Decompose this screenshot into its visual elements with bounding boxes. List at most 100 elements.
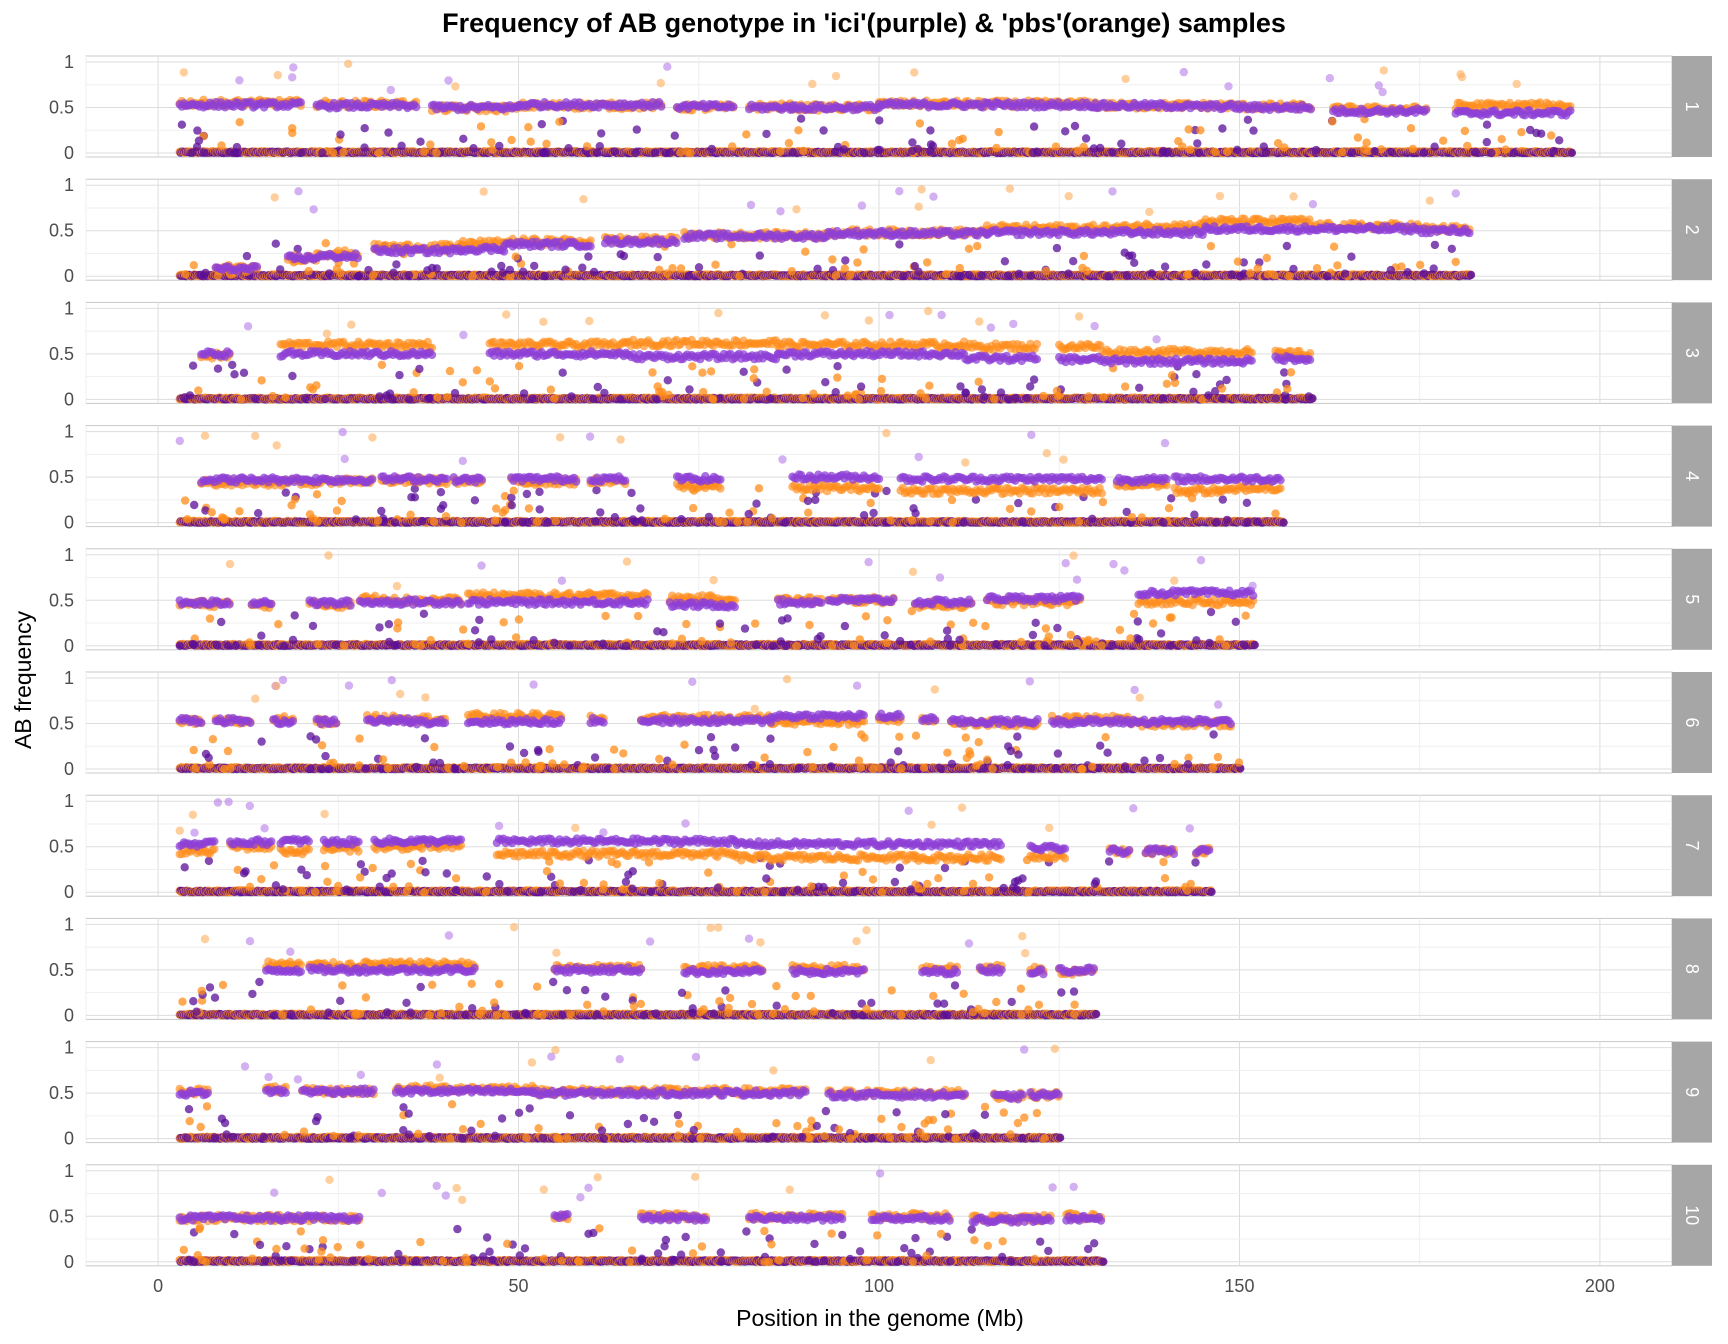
data-point: [796, 114, 806, 123]
data-point: [1262, 253, 1272, 263]
data-point: [947, 139, 957, 148]
data-point: [841, 256, 850, 265]
data-point: [276, 265, 285, 274]
data-point: [923, 258, 932, 267]
data-point: [1566, 106, 1575, 115]
data-point: [288, 124, 297, 133]
data-point: [1289, 264, 1298, 274]
data-point: [1196, 126, 1205, 135]
data-point: [776, 147, 785, 156]
data-point: [662, 269, 672, 278]
data-point: [631, 148, 640, 158]
data-point: [194, 136, 204, 145]
data-point: [336, 130, 345, 139]
data-point: [1000, 257, 1010, 266]
data-point: [1487, 148, 1496, 158]
data-point: [1179, 67, 1189, 77]
data-point: [404, 270, 414, 280]
data-point: [225, 148, 234, 157]
data-point: [1227, 270, 1237, 279]
data-point: [1429, 264, 1438, 273]
data-point: [1497, 135, 1506, 144]
data-point: [831, 71, 841, 81]
y-tick-label: 0.5: [49, 221, 74, 241]
y-tick-label: 0: [64, 143, 74, 163]
data-point: [505, 265, 515, 275]
data-point: [1379, 66, 1389, 75]
data-point: [1259, 142, 1269, 151]
data-point: [1306, 105, 1316, 114]
data-point: [684, 271, 694, 281]
data-point: [1447, 244, 1457, 253]
data-point: [412, 102, 421, 112]
data-point: [910, 261, 919, 271]
data-point: [707, 144, 716, 154]
data-point: [819, 126, 828, 135]
data-point: [1329, 242, 1339, 251]
data-point: [1517, 128, 1526, 137]
data-point: [1174, 137, 1183, 146]
data-point: [1069, 257, 1078, 266]
data-point: [1419, 269, 1429, 278]
data-point: [329, 148, 338, 157]
data-point: [1439, 136, 1448, 145]
data-point: [1064, 269, 1073, 278]
data-point: [1191, 268, 1200, 278]
facet-strip: [1672, 56, 1712, 157]
data-point: [1353, 133, 1363, 142]
data-point: [1224, 82, 1233, 91]
data-point: [1482, 137, 1492, 147]
data-point: [469, 144, 478, 153]
data-point: [592, 148, 601, 157]
data-point: [657, 102, 666, 111]
data-point: [384, 128, 393, 137]
data-point: [1081, 134, 1091, 143]
data-point: [1451, 257, 1460, 267]
data-point: [1223, 147, 1232, 157]
chart-title: Frequency of AB genotype in 'ici'(purple…: [0, 8, 1728, 39]
data-point: [1360, 145, 1369, 154]
data-point: [189, 261, 198, 270]
data-point: [271, 239, 280, 248]
data-point: [840, 264, 849, 273]
data-point: [392, 260, 401, 269]
data-point: [1370, 146, 1379, 156]
data-point: [1206, 241, 1216, 251]
data-point: [1471, 147, 1480, 157]
points-1: [175, 59, 1577, 158]
data-point: [670, 131, 679, 140]
data-point: [1079, 142, 1088, 152]
data-point: [977, 271, 987, 280]
data-point: [1408, 144, 1418, 154]
data-point: [973, 241, 982, 251]
data-point: [728, 142, 737, 151]
data-point: [711, 260, 720, 269]
data-point: [555, 117, 564, 127]
data-point: [597, 129, 606, 138]
data-point: [273, 70, 282, 80]
data-point: [321, 239, 330, 248]
data-point: [762, 129, 771, 139]
data-point: [1160, 262, 1170, 271]
data-point: [1555, 136, 1564, 145]
data-point: [177, 120, 187, 129]
data-point: [1246, 268, 1255, 278]
data-point: [1185, 145, 1195, 154]
data-point: [451, 82, 460, 91]
data-point: [360, 143, 369, 152]
data-point: [839, 145, 848, 154]
data-point: [1311, 145, 1321, 155]
data-point: [1004, 271, 1013, 281]
data-point: [1430, 142, 1439, 151]
data-point: [540, 271, 549, 281]
data-point: [1325, 74, 1335, 83]
data-point: [432, 148, 441, 158]
y-tick-label: 1: [64, 52, 74, 72]
data-point: [235, 76, 244, 85]
data-point: [1403, 268, 1412, 277]
data-point: [661, 148, 670, 158]
data-point: [389, 268, 398, 277]
data-point: [235, 118, 244, 127]
data-point: [1397, 262, 1406, 271]
